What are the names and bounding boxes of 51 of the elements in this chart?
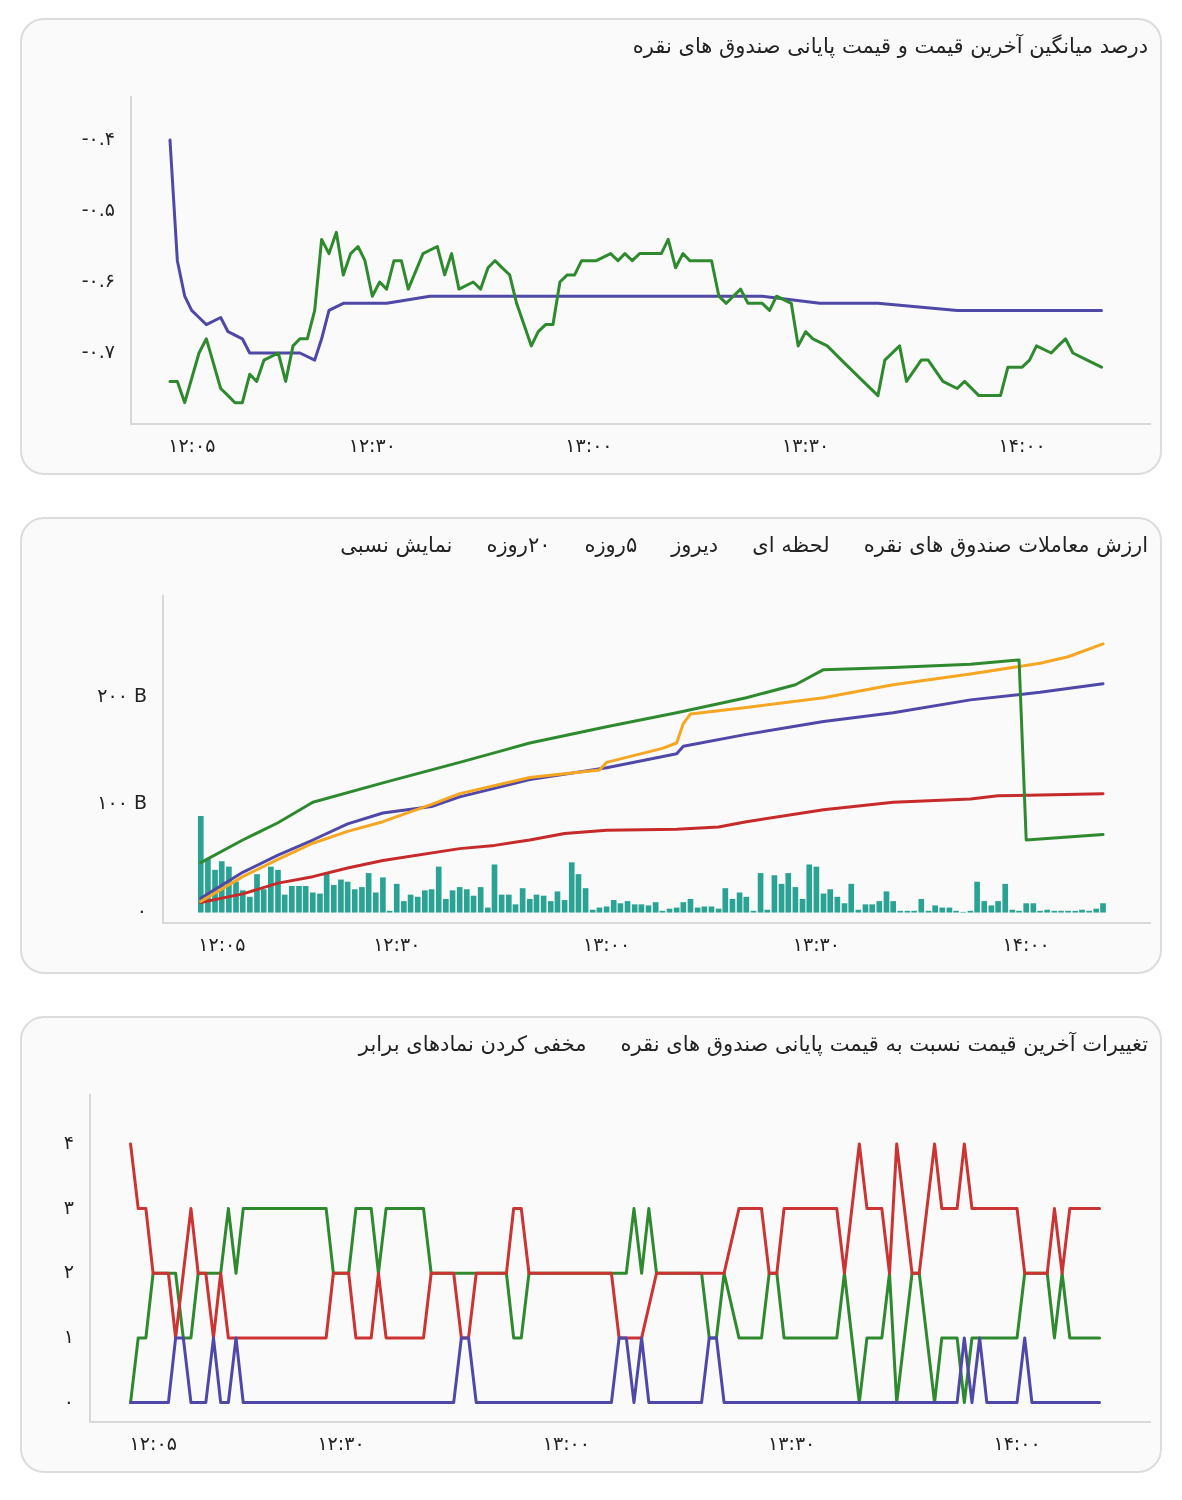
y-tick-label: -۰.۶	[81, 268, 115, 291]
x-tick-label: ۱۲:۰۵	[168, 434, 216, 457]
text: ۲۰روزه	[486, 533, 551, 557]
x-tick-label: ۱۳:۳۰	[781, 434, 830, 457]
chart-title: درصد میانگین آخرین قیمت و قیمت پایانی صندوق های نقره	[632, 34, 1148, 58]
y-tick-label: ۰	[63, 1389, 74, 1412]
x-tick-label: ۱۳:۳۰	[792, 933, 840, 956]
bar	[645, 905, 652, 913]
y-tick-label: ۲	[63, 1260, 74, 1283]
chart-title: ارزش معاملات صندوق های نقره	[863, 533, 1148, 557]
x-tick-label: ۱۴:۰۰	[993, 1432, 1041, 1455]
bar	[519, 888, 526, 913]
bar	[624, 901, 631, 913]
x-tick-label: ۱۴:۰۰	[998, 434, 1046, 457]
text: مخفی کردن نمادهای برابر	[358, 1032, 587, 1056]
bar	[876, 901, 883, 913]
x-tick-label: ۱۴:۰۰	[1002, 933, 1050, 956]
y-tick-label: -۰.۷	[81, 339, 115, 362]
text: نمایش نسبی	[340, 533, 453, 557]
bar	[652, 902, 659, 913]
bar	[834, 896, 841, 913]
bar	[561, 900, 568, 913]
y-tick-label: ۴	[63, 1130, 74, 1153]
x-tick-label: ۱۳:۳۰	[768, 1432, 816, 1455]
text: دیروز	[671, 533, 719, 557]
y-tick-label: ۰	[136, 899, 147, 922]
y-tick-label: ۱۰۰ B	[97, 791, 147, 814]
bar	[680, 902, 687, 913]
x-tick-label: ۱۳:۰۰	[582, 933, 631, 956]
text: ۵روزه	[584, 533, 638, 557]
x-tick-label: ۱۳:۰۰	[565, 434, 613, 457]
bar	[792, 887, 799, 913]
x-tick-label: ۱۲:۰۵	[198, 933, 246, 956]
bar	[666, 908, 673, 913]
bar	[687, 898, 694, 913]
bar	[582, 888, 589, 913]
x-tick-label: ۱۲:۳۰	[348, 434, 396, 457]
y-tick-label: ۱	[63, 1324, 74, 1347]
y-tick-label: ۲۰۰ B	[97, 683, 147, 706]
x-tick-label: ۱۲:۰۵	[129, 1432, 177, 1455]
y-tick-label: -۰.۴	[81, 126, 115, 149]
bar	[855, 909, 862, 913]
x-tick-label: ۱۲:۳۰	[373, 933, 421, 956]
bar	[771, 875, 778, 913]
y-tick-label: ۳	[63, 1195, 74, 1218]
bar	[729, 898, 736, 913]
x-tick-label: ۱۲:۳۰	[317, 1432, 365, 1455]
x-tick-label: ۱۳:۰۰	[542, 1432, 590, 1455]
text: لحظه ای	[752, 533, 830, 557]
chart-title: تغییرات آخرین قیمت نسبت به قیمت پایانی صندوق های نقره	[620, 1032, 1148, 1056]
y-tick-label: -۰.۵	[81, 197, 115, 220]
